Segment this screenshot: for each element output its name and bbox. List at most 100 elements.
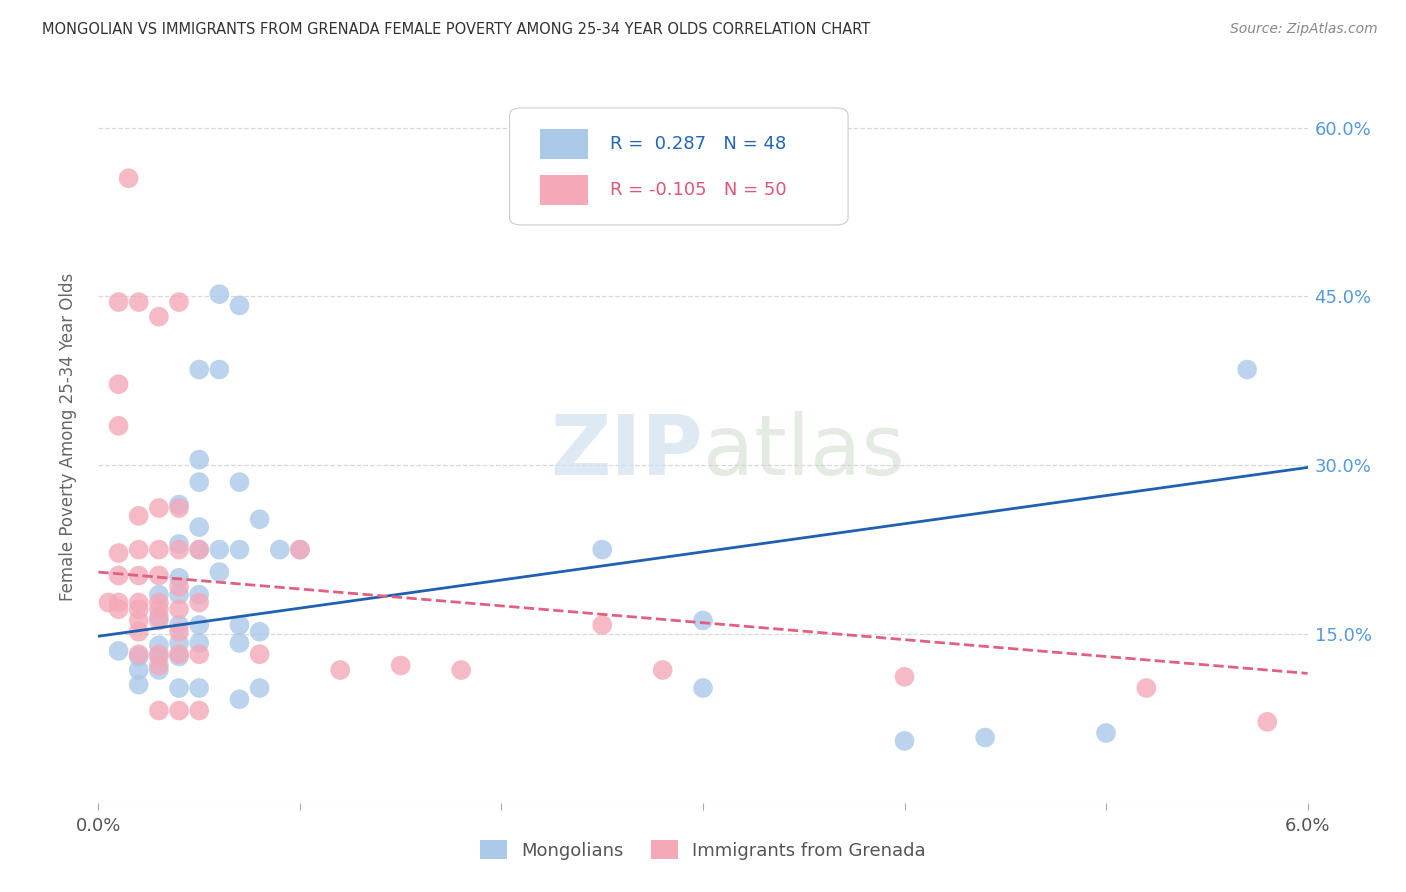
Point xyxy=(228,636,250,650)
Text: atlas: atlas xyxy=(703,411,904,492)
Text: MONGOLIAN VS IMMIGRANTS FROM GRENADA FEMALE POVERTY AMONG 25-34 YEAR OLDS CORREL: MONGOLIAN VS IMMIGRANTS FROM GRENADA FEM… xyxy=(42,22,870,37)
Point xyxy=(167,636,190,650)
Point xyxy=(893,670,915,684)
Point xyxy=(228,692,250,706)
Point xyxy=(167,602,190,616)
Point xyxy=(1256,714,1278,729)
Point xyxy=(228,298,250,312)
Point xyxy=(591,542,613,557)
Point xyxy=(167,618,190,632)
Point xyxy=(128,663,150,677)
Point xyxy=(188,452,211,467)
Point xyxy=(188,588,211,602)
Point xyxy=(128,678,150,692)
Point xyxy=(107,377,129,392)
Point xyxy=(107,295,129,310)
Point xyxy=(167,295,190,310)
Point xyxy=(107,595,129,609)
Point xyxy=(148,649,170,664)
Point xyxy=(188,520,211,534)
Point xyxy=(591,618,613,632)
Point xyxy=(208,542,231,557)
Point xyxy=(893,734,915,748)
Point xyxy=(651,663,673,677)
Point xyxy=(208,362,231,376)
Point xyxy=(148,310,170,324)
Point xyxy=(167,498,190,512)
Point xyxy=(288,542,311,557)
Point xyxy=(228,475,250,489)
Point xyxy=(167,647,190,661)
Point xyxy=(128,624,150,639)
FancyBboxPatch shape xyxy=(540,128,588,160)
Point xyxy=(148,500,170,515)
Point xyxy=(450,663,472,677)
Point xyxy=(107,546,129,560)
Point xyxy=(228,542,250,557)
Point xyxy=(128,614,150,628)
Point xyxy=(148,614,170,628)
Point xyxy=(167,580,190,594)
Point xyxy=(167,649,190,664)
Point xyxy=(228,618,250,632)
Point xyxy=(148,602,170,616)
Point xyxy=(148,663,170,677)
Point xyxy=(188,636,211,650)
Text: R = -0.105   N = 50: R = -0.105 N = 50 xyxy=(610,181,786,199)
Point xyxy=(107,644,129,658)
Text: R =  0.287   N = 48: R = 0.287 N = 48 xyxy=(610,135,786,153)
Point xyxy=(167,571,190,585)
Point xyxy=(118,171,141,186)
Point xyxy=(167,624,190,639)
Point xyxy=(128,295,150,310)
Point xyxy=(97,595,120,609)
Point xyxy=(148,542,170,557)
Y-axis label: Female Poverty Among 25-34 Year Olds: Female Poverty Among 25-34 Year Olds xyxy=(59,273,77,601)
Point xyxy=(208,565,231,579)
Point xyxy=(167,500,190,515)
Point xyxy=(188,362,211,376)
Point xyxy=(148,658,170,673)
Point xyxy=(692,681,714,695)
Text: Source: ZipAtlas.com: Source: ZipAtlas.com xyxy=(1230,22,1378,37)
Point xyxy=(208,287,231,301)
Point xyxy=(1135,681,1157,695)
Point xyxy=(148,595,170,609)
Point xyxy=(107,418,129,433)
Point xyxy=(128,568,150,582)
Point xyxy=(974,731,997,745)
Point xyxy=(107,602,129,616)
Point xyxy=(249,647,271,661)
Point xyxy=(288,542,311,557)
FancyBboxPatch shape xyxy=(540,175,588,205)
Point xyxy=(249,512,271,526)
Point xyxy=(148,704,170,718)
Point xyxy=(128,542,150,557)
Point xyxy=(188,618,211,632)
Point xyxy=(389,658,412,673)
Point xyxy=(148,638,170,652)
Point xyxy=(269,542,291,557)
Text: ZIP: ZIP xyxy=(551,411,703,492)
Point xyxy=(188,595,211,609)
Point xyxy=(1236,362,1258,376)
Point xyxy=(167,537,190,551)
Point xyxy=(188,542,211,557)
Point xyxy=(148,647,170,661)
Point xyxy=(249,624,271,639)
Point xyxy=(188,475,211,489)
Point xyxy=(128,508,150,523)
Point xyxy=(128,647,150,661)
Point xyxy=(167,681,190,695)
Point xyxy=(128,602,150,616)
Point xyxy=(107,568,129,582)
Point xyxy=(692,614,714,628)
Point xyxy=(167,542,190,557)
Point xyxy=(167,588,190,602)
Point xyxy=(1095,726,1118,740)
Point xyxy=(329,663,352,677)
Point xyxy=(188,704,211,718)
Point xyxy=(188,681,211,695)
Point xyxy=(148,568,170,582)
Legend: Mongolians, Immigrants from Grenada: Mongolians, Immigrants from Grenada xyxy=(472,833,934,867)
